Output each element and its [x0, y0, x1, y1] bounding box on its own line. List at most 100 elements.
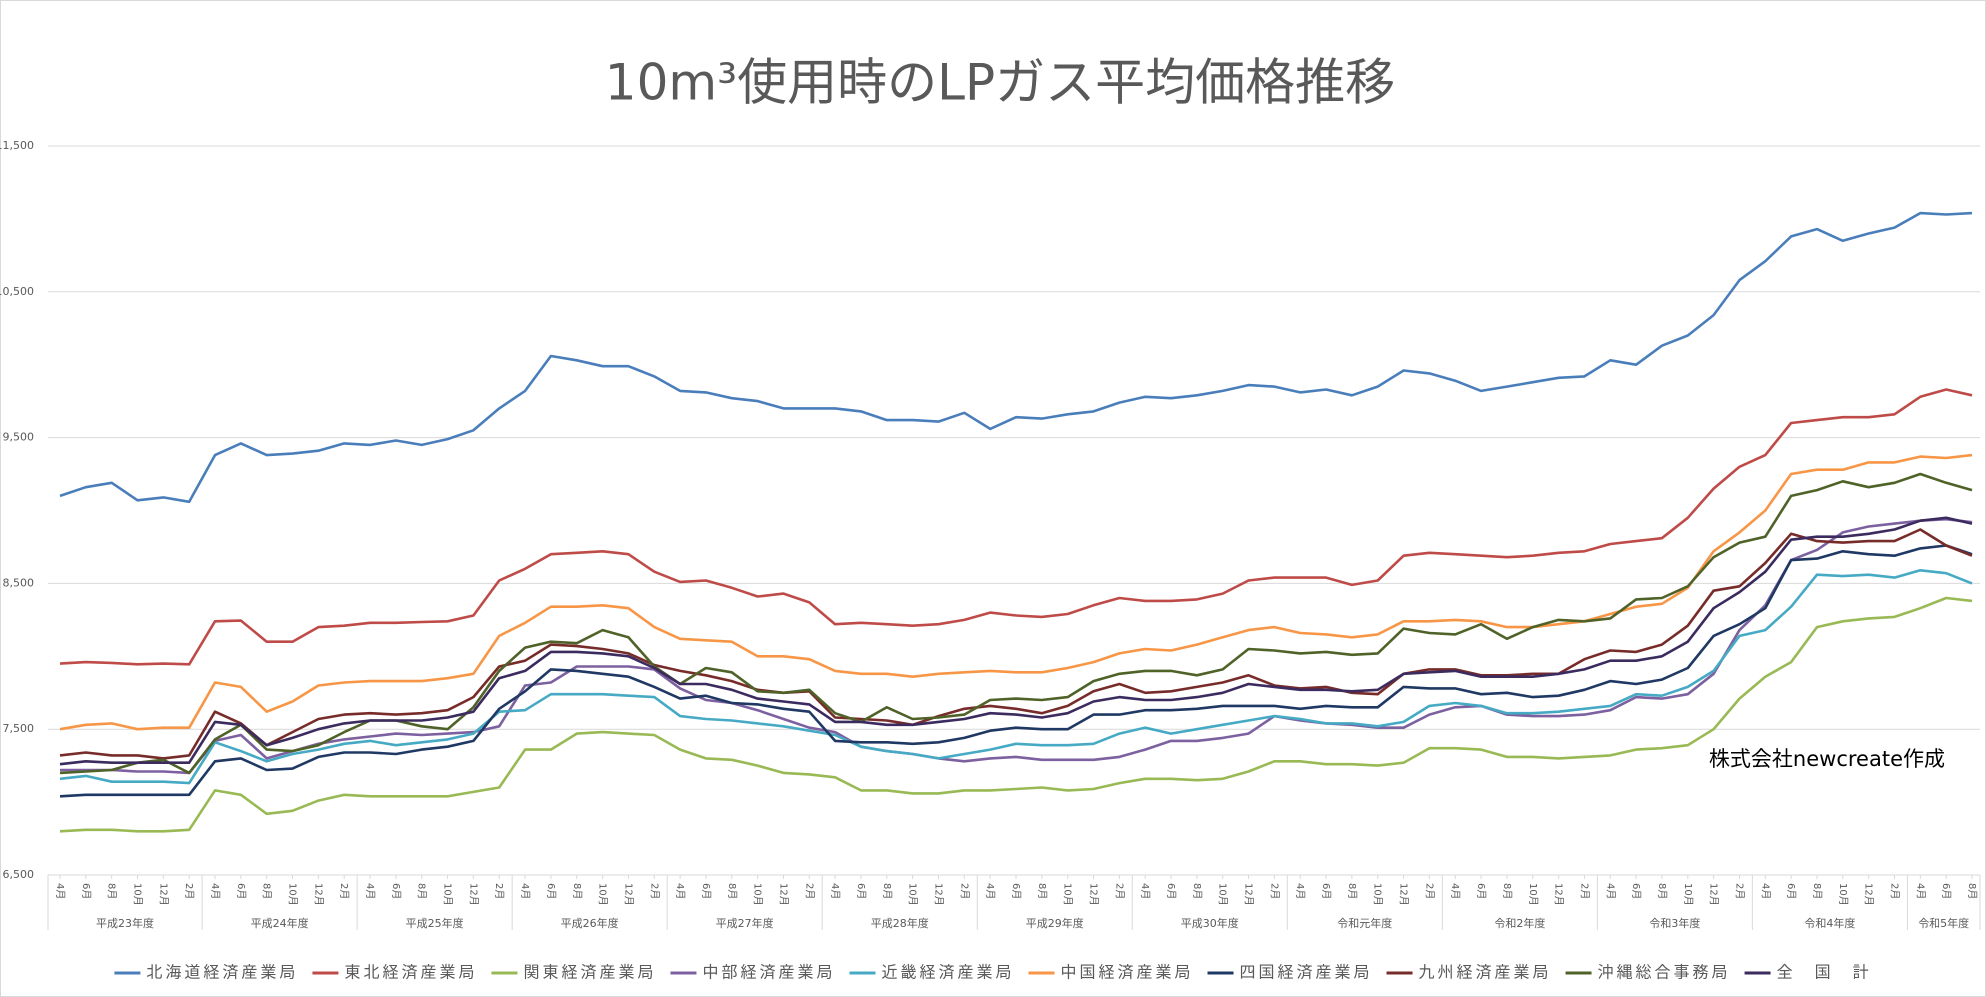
series-line [60, 517, 1973, 775]
x-tick-label: 8月 [1966, 883, 1978, 899]
y-tick-label: 11,500 [0, 139, 34, 152]
x-tick-label: 2月 [1268, 883, 1280, 899]
x-tick-label: 4月 [54, 883, 66, 899]
x-tick-label: 4月 [1449, 883, 1461, 899]
legend-label: 東北経済産業局 [344, 963, 477, 982]
x-tick-label: 8月 [1656, 883, 1668, 899]
x-tick-label: 4月 [1759, 883, 1771, 899]
x-tick-label: 8月 [261, 883, 273, 899]
x-tick-label: 8月 [1036, 883, 1048, 899]
x-tick-label: 6月 [390, 883, 402, 899]
x-tick-label: 4月 [1604, 883, 1616, 899]
x-tick-label: 10月 [1682, 883, 1694, 906]
x-tick-label: 4月 [519, 883, 531, 899]
x-tick-label: 10月 [752, 883, 764, 906]
x-tick-label: 6月 [1165, 883, 1177, 899]
y-tick-label: 8,500 [3, 576, 35, 589]
series-line [59, 528, 1973, 760]
x-tick-label: 12月 [1708, 883, 1720, 906]
series-line [59, 544, 1973, 798]
x-tick-label: 12月 [1553, 883, 1565, 906]
x-tick-label: 6月 [1940, 883, 1952, 899]
x-tick-label: 2月 [648, 883, 660, 899]
legend-label: 北海道経済産業局 [146, 963, 298, 982]
x-group-label: 平成27年度 [716, 916, 774, 930]
x-tick-label: 4月 [1914, 883, 1926, 899]
series-line [59, 596, 1973, 833]
x-group-label: 平成28年度 [871, 916, 929, 930]
legend-label: 中国経済産業局 [1061, 963, 1194, 982]
y-tick-label: 9,500 [3, 431, 35, 444]
x-tick-label: 10月 [132, 883, 144, 906]
x-tick-label: 12月 [932, 883, 944, 906]
x-tick-label: 12月 [777, 883, 789, 906]
x-tick-label: 2月 [338, 883, 350, 899]
x-group-label: 令和元年度 [1337, 916, 1392, 930]
y-tick-label: 6,500 [3, 868, 35, 881]
legend-label: 中部経済産業局 [702, 963, 835, 982]
x-group-label: 令和3年度 [1649, 916, 1700, 930]
x-tick-label: 8月 [881, 883, 893, 899]
x-tick-label: 4月 [674, 883, 686, 899]
x-tick-label: 6月 [1320, 883, 1332, 899]
x-group-label: 令和4年度 [1804, 916, 1855, 930]
series-line [59, 211, 1973, 504]
y-tick-label: 10,500 [0, 285, 34, 298]
x-tick-label: 2月 [958, 883, 970, 899]
x-group-label: 令和5年度 [1918, 916, 1969, 930]
x-tick-label: 12月 [312, 883, 324, 906]
x-tick-label: 12月 [467, 883, 479, 906]
chart-title: 10m³使用時のLPガス平均価格推移 [605, 54, 1395, 112]
x-tick-label: 2月 [1733, 883, 1745, 899]
x-tick-label: 8月 [1191, 883, 1203, 899]
legend-label: 全 国 計 [1777, 963, 1872, 982]
x-tick-label: 6月 [855, 883, 867, 899]
x-tick-label: 2月 [1423, 883, 1435, 899]
x-tick-label: 8月 [1811, 883, 1823, 899]
x-tick-label: 10月 [1372, 883, 1384, 906]
x-tick-label: 12月 [1088, 883, 1100, 906]
x-tick-label: 6月 [1475, 883, 1487, 899]
x-tick-label: 6月 [1010, 883, 1022, 899]
legend-label: 沖縄総合事務局 [1598, 963, 1731, 982]
x-tick-label: 6月 [235, 883, 247, 899]
x-tick-label: 4月 [1294, 883, 1306, 899]
x-tick-label: 10月 [1217, 883, 1229, 906]
x-tick-label: 12月 [157, 883, 169, 906]
x-tick-label: 6月 [700, 883, 712, 899]
x-tick-label: 2月 [493, 883, 505, 899]
x-group-label: 平成29年度 [1026, 916, 1084, 930]
series-line [59, 388, 1973, 666]
legend-label: 四国経済産業局 [1240, 963, 1373, 982]
x-tick-label: 10月 [442, 883, 454, 906]
legend-label: 九州経済産業局 [1419, 963, 1552, 982]
x-tick-label: 2月 [1888, 883, 1900, 899]
x-tick-label: 6月 [1630, 883, 1642, 899]
x-tick-label: 8月 [1501, 883, 1513, 899]
x-tick-label: 12月 [1863, 883, 1875, 906]
x-tick-label: 10月 [287, 883, 299, 906]
x-tick-label: 2月 [1113, 883, 1125, 899]
x-tick-label: 12月 [622, 883, 634, 906]
x-tick-label: 8月 [726, 883, 738, 899]
x-tick-label: 8月 [571, 883, 583, 899]
x-tick-label: 4月 [984, 883, 996, 899]
y-tick-label: 7,500 [3, 722, 35, 735]
x-tick-label: 12月 [1398, 883, 1410, 906]
x-tick-label: 10月 [1062, 883, 1074, 906]
series-line [59, 453, 1973, 731]
x-tick-label: 4月 [364, 883, 376, 899]
x-group-label: 令和2年度 [1494, 916, 1545, 930]
legend-label: 近畿経済産業局 [881, 963, 1014, 982]
x-tick-label: 6月 [545, 883, 557, 899]
x-tick-label: 4月 [829, 883, 841, 899]
x-tick-label: 2月 [803, 883, 815, 899]
x-group-label: 平成23年度 [96, 916, 154, 930]
x-tick-label: 2月 [1578, 883, 1590, 899]
x-tick-label: 6月 [1785, 883, 1797, 899]
series-line [59, 516, 1973, 766]
x-group-label: 平成24年度 [251, 916, 309, 930]
